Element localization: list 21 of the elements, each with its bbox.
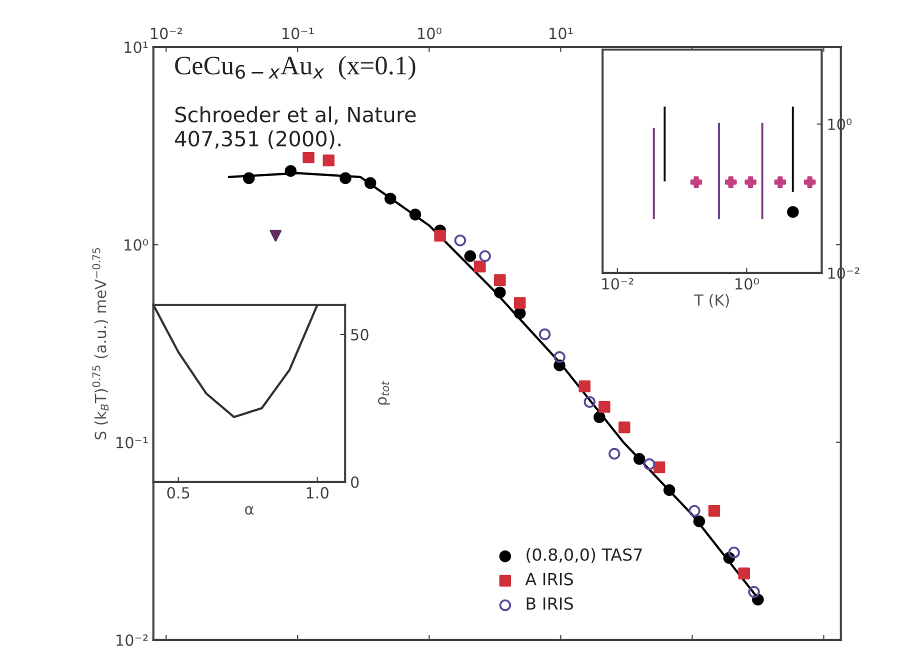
y-axis-title: ρ$_{tot}$ [378,380,390,405]
y-tick-label: 0 [350,476,359,488]
x-axis-title: α [245,506,254,515]
x-tick-label: 10⁻² [150,28,182,40]
x-tick-label: 10⁻¹ [282,28,314,40]
annotation: CeCu$_{6−x}$Au$_{x}$ (x=0.1) [175,56,416,80]
y-axis-title: S (k$_{B}$T)$^{0.75}$ (a.u.) meV$^{−0.75}$ [92,248,109,440]
legend-label: (0.8,0,0) TAS7 [526,548,642,563]
y-tick-label: 10⁻² [116,634,148,646]
annotation: Schroeder et al, Nature 407,351 (2000). [175,106,416,150]
y-tick-label: 50 [351,328,368,340]
y-tick-label: 10⁻¹ [116,436,148,448]
x-tick-label: 1.0 [306,487,328,499]
x-tick-label: 0.5 [167,487,190,499]
legend-label: A IRIS [525,572,573,586]
legend-label: B IRIS [526,597,573,610]
y-tick-label: 10⁰ [124,239,148,251]
y-tick-label: 10¹ [124,41,148,54]
x-tick-label: 10⁰ [418,28,442,40]
x-axis-title: T (K) [694,294,729,308]
x-tick-label: 10¹ [550,28,573,40]
